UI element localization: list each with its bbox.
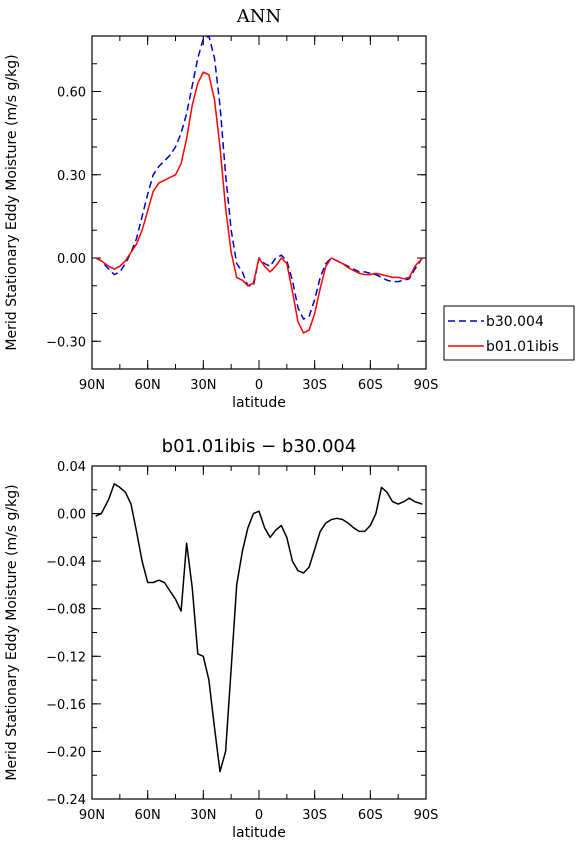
x-tick-label: 0 xyxy=(255,808,263,823)
x-axis-label: latitude xyxy=(232,825,286,841)
y-axis-label: Merid Stationary Eddy Moisture (m/s g/kg… xyxy=(4,54,20,350)
legend-label: b01.01ibis xyxy=(486,339,559,355)
x-tick-label: 60S xyxy=(358,808,383,823)
x-tick-label: 30N xyxy=(190,808,216,823)
x-tick-label: 90S xyxy=(414,808,439,823)
y-axis-label: Merid Stationary Eddy Moisture (m/s g/kg… xyxy=(4,484,20,780)
y-tick-label: −0.08 xyxy=(46,603,86,618)
x-tick-label: 0 xyxy=(255,378,263,393)
y-tick-label: 0.30 xyxy=(57,169,86,184)
chart-title: ANN xyxy=(236,6,282,27)
x-tick-label: 30S xyxy=(302,378,327,393)
y-tick-label: 0.00 xyxy=(57,508,86,523)
y-tick-label: 0.60 xyxy=(57,86,86,101)
y-tick-label: 0.04 xyxy=(57,460,86,475)
x-tick-label: 60N xyxy=(135,378,161,393)
chart-title: b01.01ibis − b30.004 xyxy=(162,436,357,457)
x-tick-label: 90N xyxy=(79,378,105,393)
y-tick-label: −0.30 xyxy=(46,335,86,350)
series-line-difference xyxy=(95,483,423,773)
x-tick-label: 60N xyxy=(135,808,161,823)
y-tick-label: −0.20 xyxy=(46,745,86,760)
chart-panel-1: ANN 90N 60N 30N 0 30S 60S 90S 0.60 0.30 0.00 −0.30 l… xyxy=(4,6,575,411)
x-tick-label: 90S xyxy=(414,378,439,393)
series-line-b01-01ibis xyxy=(95,71,423,334)
y-tick-label: −0.12 xyxy=(46,650,86,665)
y-tick-label: −0.16 xyxy=(46,698,86,713)
x-tick-label: 30S xyxy=(302,808,327,823)
legend-box xyxy=(443,305,575,361)
plot-frame xyxy=(91,35,427,370)
x-axis-label: latitude xyxy=(232,395,286,411)
chart-panel-2: b01.01ibis − b30.004 90N 60N 30N 0 30S 60S 90S 0… xyxy=(4,436,438,841)
plot-frame xyxy=(91,465,427,800)
legend: b30.004 b01.01ibis xyxy=(443,305,575,361)
legend-label: b30.004 xyxy=(486,314,544,330)
series-line-b30-004 xyxy=(95,35,423,320)
x-tick-label: 30N xyxy=(190,378,216,393)
y-tick-label: 0.00 xyxy=(57,252,86,267)
x-tick-label: 90N xyxy=(79,808,105,823)
y-tick-label: −0.24 xyxy=(46,793,86,808)
y-tick-label: −0.04 xyxy=(46,555,86,570)
x-tick-label: 60S xyxy=(358,378,383,393)
